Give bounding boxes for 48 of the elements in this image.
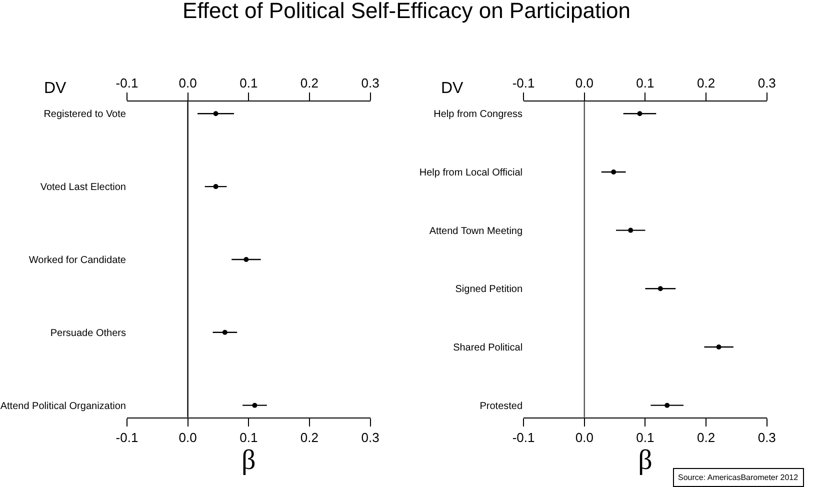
y-tick-label: Shared Political xyxy=(453,342,523,354)
x2-tick-label: 0.1 xyxy=(240,75,258,90)
y-axis-title: DV xyxy=(44,80,67,97)
y-tick-label: Protested xyxy=(480,400,523,412)
x2-tick-label: 0.3 xyxy=(361,75,380,90)
y-tick-label: Persuade Others xyxy=(50,328,126,339)
x2-tick-label: 0.2 xyxy=(697,75,716,90)
y-tick-label: Voted Last Election xyxy=(40,182,126,194)
x-tick-label: -0.1 xyxy=(116,430,138,445)
y-tick-label: Registered to Vote xyxy=(44,109,126,120)
point xyxy=(658,286,663,292)
point xyxy=(222,330,228,335)
x2-tick-label: -0.1 xyxy=(512,75,535,90)
source-note: Source: AmericasBarometer 2012 xyxy=(678,473,799,482)
x2-tick-label: 0.0 xyxy=(178,75,197,90)
point xyxy=(213,111,218,116)
y-tick-label: Worked for Candidate xyxy=(28,254,126,266)
point xyxy=(611,169,616,174)
x2-tick-label: 0.2 xyxy=(300,75,318,90)
x2-tick-label: -0.1 xyxy=(116,75,138,90)
chart-title: Effect of Political Self-Efficacy on Participation xyxy=(182,0,630,23)
x-tick-label: -0.1 xyxy=(512,430,535,445)
point xyxy=(716,344,722,350)
x-tick-label: 0.2 xyxy=(697,430,716,445)
x-tick-label: 0.2 xyxy=(300,430,318,445)
y-tick-label: Help from Congress xyxy=(434,109,523,120)
x-tick-label: 0.3 xyxy=(361,430,380,445)
x-tick-label: 0.1 xyxy=(636,430,654,445)
x2-tick-label: 0.3 xyxy=(758,75,776,90)
x2-tick-label: 0.0 xyxy=(575,75,594,90)
x-axis-title: β xyxy=(638,444,652,476)
x2-tick-label: 0.1 xyxy=(636,75,654,90)
x-tick-label: 0.0 xyxy=(178,430,197,445)
y-tick-label: Signed Petition xyxy=(455,284,523,296)
y-tick-label: Help from Local Official xyxy=(419,167,523,178)
y-axis-title: DV xyxy=(441,80,464,97)
point xyxy=(628,228,634,233)
y-tick-label: Attend Political Organization xyxy=(0,400,126,412)
y-tick-label: Attend Town Meeting xyxy=(429,226,523,237)
x-axis-title: β xyxy=(242,444,256,476)
point xyxy=(244,256,249,262)
point xyxy=(252,402,258,408)
x-tick-label: 0.3 xyxy=(758,430,776,445)
point xyxy=(637,111,642,116)
point xyxy=(664,402,670,408)
x-tick-label: 0.1 xyxy=(240,430,258,445)
x-tick-label: 0.0 xyxy=(575,430,594,445)
point xyxy=(213,184,218,190)
